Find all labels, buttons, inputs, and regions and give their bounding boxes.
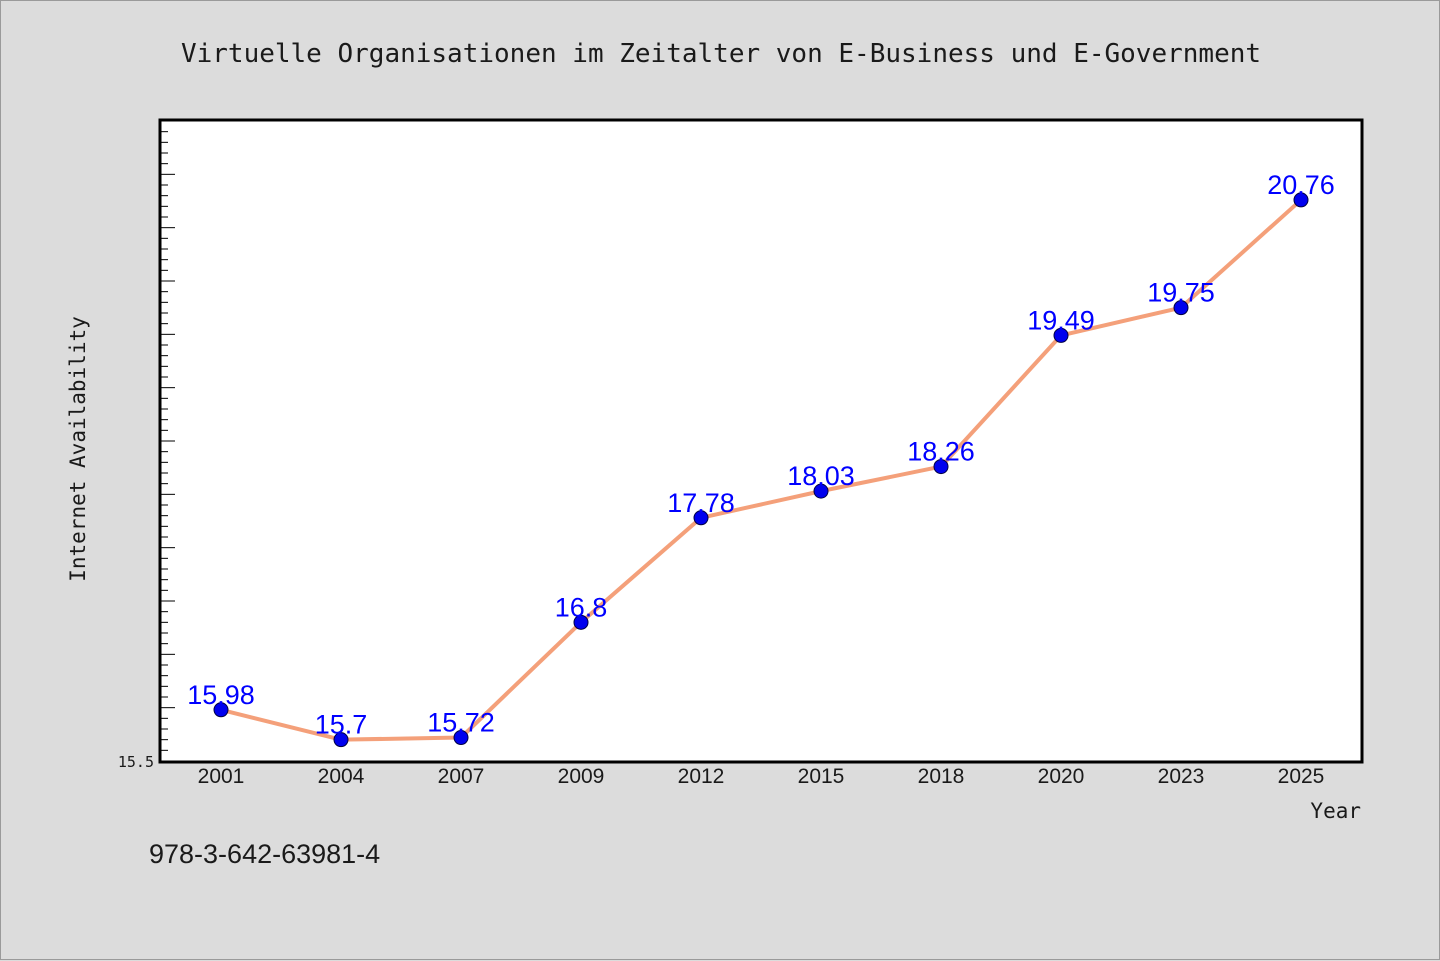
data-label: 15.72 xyxy=(427,708,495,738)
x-tick-label: 2025 xyxy=(1278,765,1325,788)
y-axis-min-label: 15.5 xyxy=(118,753,154,771)
data-point xyxy=(1173,300,1189,316)
data-point xyxy=(1053,327,1069,343)
x-tick-label: 2009 xyxy=(558,765,605,788)
x-axis-title: Year xyxy=(1310,799,1361,823)
data-point xyxy=(693,510,709,526)
data-point xyxy=(453,730,469,746)
data-label: 17.78 xyxy=(667,488,735,518)
x-tick-label: 2012 xyxy=(678,765,725,788)
chart-title: Virtuelle Organisationen im Zeitalter vo… xyxy=(181,39,1261,69)
x-tick-label: 2020 xyxy=(1038,765,1085,788)
data-label: 18.26 xyxy=(907,437,975,467)
data-point xyxy=(1293,192,1309,208)
data-label: 19.49 xyxy=(1027,305,1095,335)
series-line xyxy=(219,197,1303,742)
x-tick-label: 2023 xyxy=(1158,765,1205,788)
plot-area xyxy=(158,118,1364,764)
data-label: 20.76 xyxy=(1267,170,1335,200)
x-tick-label: 2015 xyxy=(798,765,845,788)
y-axis-ticks xyxy=(161,131,175,751)
data-label: 15.7 xyxy=(315,710,368,740)
data-label: 19.75 xyxy=(1147,278,1215,308)
x-axis-tick-labels: 2001 2004 2007 2009 2012 2015 2018 2020 2023 2025 xyxy=(198,765,1325,788)
x-tick-label: 2007 xyxy=(438,765,485,788)
data-label: 15.98 xyxy=(187,680,255,710)
y-axis-title: Internet Availability xyxy=(66,316,90,582)
x-tick-label: 2018 xyxy=(918,765,965,788)
data-point xyxy=(213,702,229,718)
data-label: 18.03 xyxy=(787,461,855,491)
x-tick-label: 2001 xyxy=(198,765,245,788)
data-point xyxy=(933,459,949,475)
data-point xyxy=(813,483,829,499)
data-point xyxy=(573,614,589,630)
data-label: 16.8 xyxy=(555,592,608,622)
x-tick-label: 2004 xyxy=(318,765,365,788)
data-point xyxy=(333,732,349,748)
isbn-footnote: 978-3-642-63981-4 xyxy=(149,839,380,869)
series-group: 15.98 15.7 15.72 16.8 17.78 18.03 18.26 19.49 19… xyxy=(187,170,1335,748)
